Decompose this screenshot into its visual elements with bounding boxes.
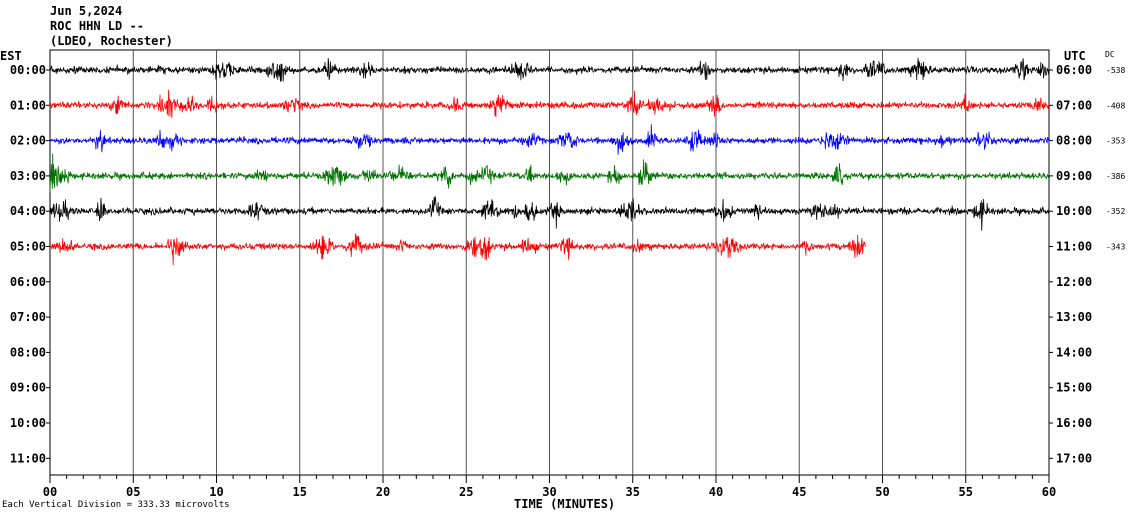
x-tick-25: 25 — [459, 485, 473, 499]
row-label-est-1: 01:00 — [10, 98, 46, 112]
row-label-est-8: 08:00 — [10, 345, 46, 359]
row-label-utc-8: 14:00 — [1056, 345, 1092, 359]
row-label-est-3: 03:00 — [10, 169, 46, 183]
trace-row-1 — [49, 89, 1050, 118]
row-label-utc-9: 15:00 — [1056, 381, 1092, 395]
row-label-utc-1: 07:00 — [1056, 98, 1092, 112]
dc-label: DC — [1105, 50, 1115, 59]
station-code: ROC HHN LD -- — [50, 19, 144, 33]
row-dc-1: -408 — [1106, 101, 1125, 110]
x-tick-55: 55 — [959, 485, 973, 499]
network-name: (LDEO, Rochester) — [50, 34, 173, 48]
trace-row-2 — [49, 124, 1050, 155]
row-dc-3: -386 — [1106, 172, 1125, 181]
row-label-utc-10: 16:00 — [1056, 416, 1092, 430]
row-label-est-9: 09:00 — [10, 381, 46, 395]
trace-row-4 — [49, 196, 1050, 231]
row-label-est-5: 05:00 — [10, 240, 46, 254]
scale-note: Each Vertical Division = 333.33 microvol… — [2, 500, 230, 510]
row-label-utc-3: 09:00 — [1056, 169, 1092, 183]
x-tick-40: 40 — [709, 485, 723, 499]
plot-date: Jun 5,2024 — [50, 4, 123, 18]
x-tick-30: 30 — [542, 485, 556, 499]
trace-row-5 — [49, 233, 867, 266]
right-tz-label: UTC — [1064, 49, 1086, 63]
row-label-est-2: 02:00 — [10, 134, 46, 148]
row-dc-4: -352 — [1106, 207, 1125, 216]
x-tick-00: 00 — [43, 485, 57, 499]
x-tick-35: 35 — [626, 485, 640, 499]
x-tick-20: 20 — [376, 485, 390, 499]
row-label-est-11: 11:00 — [10, 451, 46, 465]
row-label-est-6: 06:00 — [10, 275, 46, 289]
row-label-utc-11: 17:00 — [1056, 451, 1092, 465]
left-tz-label: EST — [0, 49, 22, 63]
row-label-est-10: 10:00 — [10, 416, 46, 430]
row-label-est-7: 07:00 — [10, 310, 46, 324]
row-dc-0: -538 — [1106, 66, 1125, 75]
row-label-utc-6: 12:00 — [1056, 275, 1092, 289]
row-dc-2: -353 — [1106, 137, 1125, 146]
x-axis-label: TIME (MINUTES) — [514, 497, 616, 511]
row-label-utc-5: 11:00 — [1056, 240, 1092, 254]
row-label-utc-7: 13:00 — [1056, 310, 1092, 324]
x-tick-50: 50 — [875, 485, 889, 499]
x-tick-10: 10 — [209, 485, 223, 499]
trace-row-3 — [49, 153, 1050, 193]
x-tick-60: 60 — [1042, 485, 1056, 499]
row-label-est-0: 00:00 — [10, 63, 46, 77]
x-tick-05: 05 — [126, 485, 140, 499]
row-label-est-4: 04:00 — [10, 204, 46, 218]
trace-row-0 — [49, 57, 1050, 82]
x-tick-15: 15 — [293, 485, 307, 499]
row-dc-5: -343 — [1106, 243, 1125, 252]
row-label-utc-4: 10:00 — [1056, 204, 1092, 218]
row-label-utc-2: 08:00 — [1056, 134, 1092, 148]
row-label-utc-0: 06:00 — [1056, 63, 1092, 77]
x-tick-45: 45 — [792, 485, 806, 499]
